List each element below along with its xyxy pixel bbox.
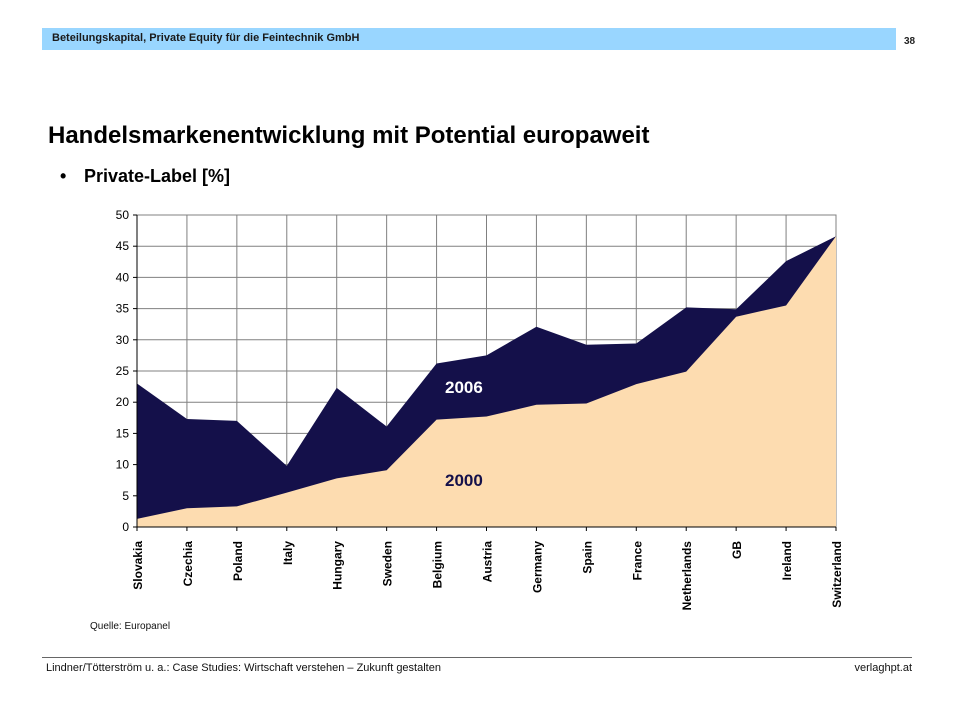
area-series-2000: [137, 236, 836, 527]
x-tick-labels: Slovakia Czechia Poland Italy Hungary Sweden B…: [131, 541, 844, 611]
bullet-text: Private-Label [%]: [84, 166, 231, 186]
y-tick-label: 45: [116, 239, 130, 253]
series-labels: 2006 2000: [445, 378, 483, 490]
series-label-2000: 2000: [445, 471, 483, 490]
x-tick-label: Hungary: [331, 541, 345, 590]
y-tick-label: 10: [116, 458, 130, 472]
footer-citation: Lindner/Tötterström u. a.: Case Studies:…: [46, 662, 441, 674]
x-tick-label: Switzerland: [830, 541, 844, 608]
series-label-2006: 2006: [445, 378, 483, 397]
x-tick-label: Belgium: [431, 541, 445, 588]
x-tick-label: GB: [730, 541, 744, 559]
bullet-item: • Private-Label [%]: [60, 166, 230, 187]
x-tick-label: Spain: [580, 541, 594, 574]
bullet-dot: •: [60, 166, 67, 186]
x-tick-label: Ireland: [780, 541, 794, 580]
x-tick-label: Austria: [481, 541, 495, 583]
slide-title: Handelsmarkenentwicklung mit Potential e…: [48, 122, 650, 149]
x-tick-label: Czechia: [181, 541, 195, 587]
x-tick-label: Italy: [281, 541, 295, 565]
x-tick-label: Germany: [530, 541, 544, 593]
header-title: Beteilungskapital, Private Equity für di…: [52, 32, 360, 44]
y-tick-label: 25: [116, 364, 130, 378]
x-tick-label: Poland: [231, 541, 245, 581]
y-tick-label: 0: [122, 520, 129, 534]
header-bar: Beteilungskapital, Private Equity für di…: [42, 28, 896, 50]
footer-publisher: verlaghpt.at: [854, 662, 912, 674]
x-tick-label: Slovakia: [131, 541, 145, 590]
y-tick-label: 15: [116, 426, 130, 440]
x-tick-label: Sweden: [381, 541, 395, 586]
y-tick-label: 30: [116, 333, 130, 347]
page-number: 38: [904, 36, 916, 47]
y-tick-label: 35: [116, 302, 130, 316]
source-note: Quelle: Europanel: [90, 621, 171, 632]
chart-axes: [133, 214, 837, 531]
y-tick-labels: 0 5 10 15 20 25 30 35 40 45 50: [116, 208, 130, 534]
x-tick-label: France: [630, 541, 644, 581]
y-tick-label: 20: [116, 395, 130, 409]
y-tick-label: 50: [116, 208, 130, 222]
y-tick-label: 5: [122, 489, 129, 503]
y-tick-label: 40: [116, 270, 130, 284]
x-tick-label: Netherlands: [680, 541, 694, 611]
footer-divider: [42, 657, 912, 658]
